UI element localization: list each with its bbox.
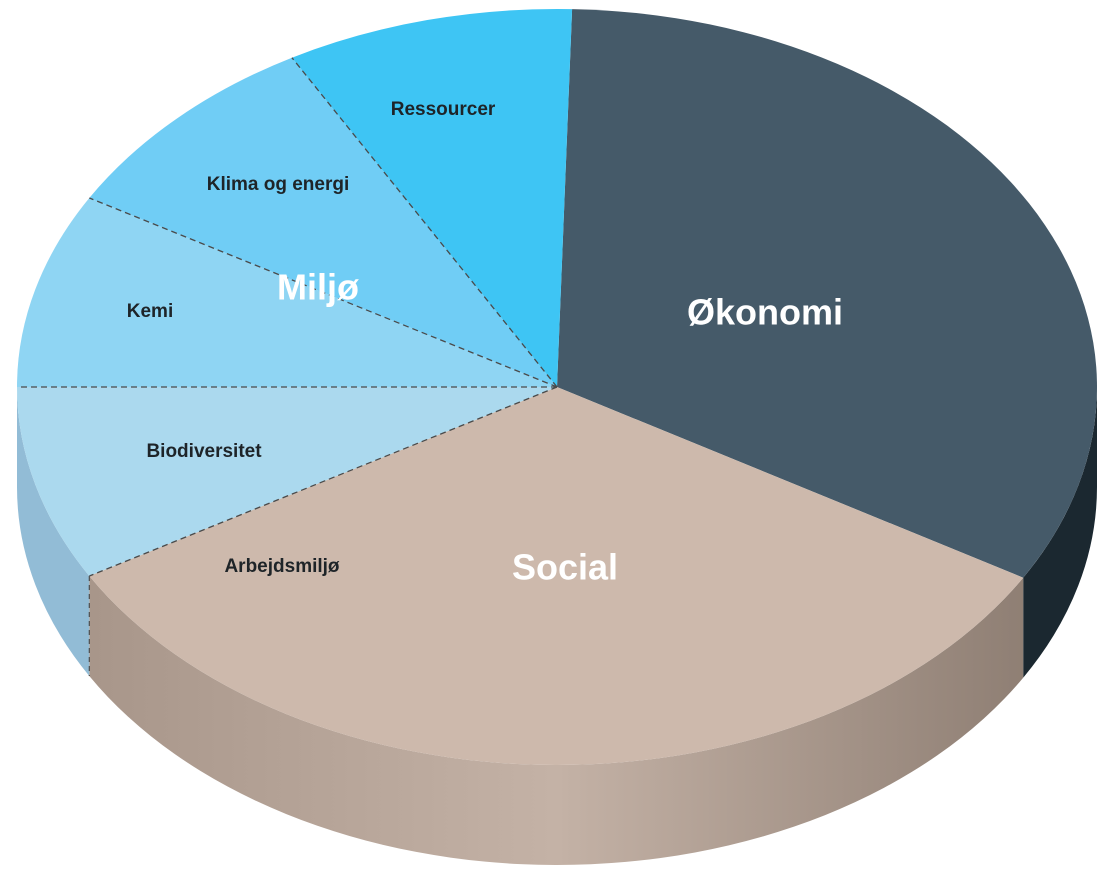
slice — [89, 57, 558, 387]
section-label: Social — [512, 547, 618, 588]
sub-label: Biodiversitet — [146, 441, 262, 462]
section-label: Miljø — [277, 267, 359, 308]
slice — [16, 198, 557, 387]
sub-label: Klima og energi — [207, 174, 350, 195]
slices — [16, 8, 1097, 866]
divider — [89, 197, 558, 388]
slice — [557, 9, 1097, 578]
sub-label: Ressourcer — [391, 99, 496, 120]
sub-label: Arbejdsmiljø — [224, 556, 339, 577]
divider — [291, 57, 558, 388]
divider — [89, 386, 558, 577]
slice-side — [89, 576, 1024, 866]
slice — [291, 8, 573, 387]
sub-label: Kemi — [127, 301, 173, 322]
section-label: Økonomi — [687, 292, 843, 333]
slice — [89, 387, 1024, 766]
slice — [16, 387, 557, 576]
slice-side — [16, 387, 90, 676]
slice-side — [1023, 387, 1097, 678]
